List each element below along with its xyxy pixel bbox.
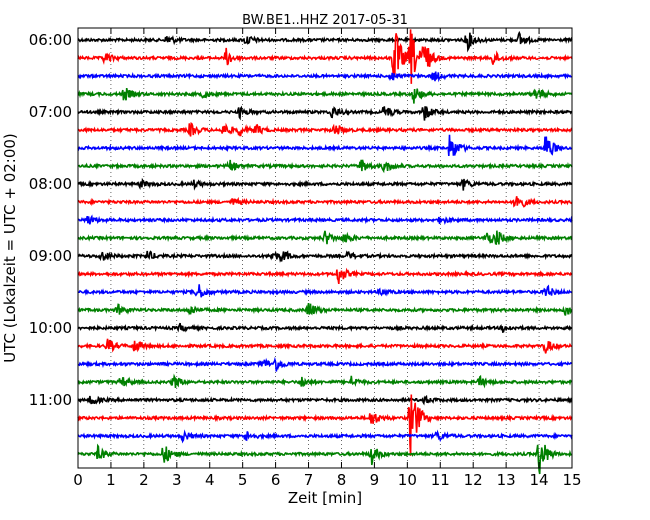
trace-row-0745 bbox=[77, 159, 573, 174]
x-tick-label: 11 bbox=[431, 471, 450, 489]
vertical-grid bbox=[110, 28, 540, 468]
trace-row-0600 bbox=[77, 30, 573, 53]
y-tick-label: 07:00 bbox=[29, 103, 72, 121]
trace-row-0615 bbox=[77, 29, 573, 84]
trace-row-0845 bbox=[77, 230, 573, 245]
trace-row-1145 bbox=[77, 443, 573, 475]
trace-row-1115 bbox=[77, 394, 573, 456]
trace-row-1130 bbox=[77, 429, 573, 444]
x-tick-label: 8 bbox=[337, 471, 347, 489]
trace-row-1015 bbox=[77, 338, 573, 354]
trace-row-0645 bbox=[77, 87, 573, 104]
trace-row-1100 bbox=[77, 394, 573, 406]
y-axis-label: UTC (Lokalzeit = UTC + 02:00) bbox=[1, 133, 19, 363]
trace-row-0930 bbox=[77, 284, 573, 298]
trace-row-0830 bbox=[77, 214, 573, 226]
trace-row-0815 bbox=[77, 196, 573, 208]
y-tick-label: 09:00 bbox=[29, 247, 72, 265]
trace-row-0715 bbox=[77, 122, 573, 137]
x-tick-label: 2 bbox=[139, 471, 149, 489]
y-tick-label: 11:00 bbox=[29, 391, 72, 409]
trace-row-0945 bbox=[77, 302, 573, 316]
x-tick-label: 13 bbox=[497, 471, 516, 489]
y-tick-label: 10:00 bbox=[29, 319, 72, 337]
x-tick-label: 0 bbox=[73, 471, 83, 489]
plot-frame bbox=[77, 27, 573, 469]
trace-row-0800 bbox=[77, 177, 573, 191]
x-tick-label: 6 bbox=[271, 471, 281, 489]
x-axis-ticks: 0 1 2 3 4 5 6 7 8 9 10 11 12 13 14 15 bbox=[73, 28, 582, 489]
trace-row-0630 bbox=[77, 71, 572, 83]
trace-row-1030 bbox=[77, 356, 573, 372]
x-tick-label: 15 bbox=[562, 471, 581, 489]
trace-row-0900 bbox=[77, 250, 573, 263]
x-tick-label: 14 bbox=[530, 471, 549, 489]
chart-title: BW.BE1..HHZ 2017-05-31 bbox=[242, 13, 408, 28]
trace-row-0700 bbox=[78, 105, 573, 121]
seismogram-traces bbox=[77, 29, 573, 475]
trace-row-0730 bbox=[77, 134, 573, 157]
x-axis-label: Zeit [min] bbox=[288, 489, 362, 507]
y-tick-label: 06:00 bbox=[29, 31, 72, 49]
trace-row-1000 bbox=[77, 322, 573, 334]
x-tick-label: 1 bbox=[106, 471, 116, 489]
x-tick-label: 7 bbox=[304, 471, 314, 489]
trace-row-1045 bbox=[77, 373, 573, 389]
x-tick-label: 4 bbox=[205, 471, 215, 489]
x-tick-label: 5 bbox=[238, 471, 248, 489]
x-tick-label: 12 bbox=[464, 471, 483, 489]
y-tick-label: 08:00 bbox=[29, 175, 72, 193]
x-tick-label: 9 bbox=[370, 471, 380, 489]
y-axis-ticks: 06:00 07:00 08:00 09:00 10:00 11:00 bbox=[29, 31, 572, 409]
trace-row-0915 bbox=[77, 267, 573, 285]
x-tick-label: 10 bbox=[398, 471, 417, 489]
x-tick-label: 3 bbox=[172, 471, 182, 489]
